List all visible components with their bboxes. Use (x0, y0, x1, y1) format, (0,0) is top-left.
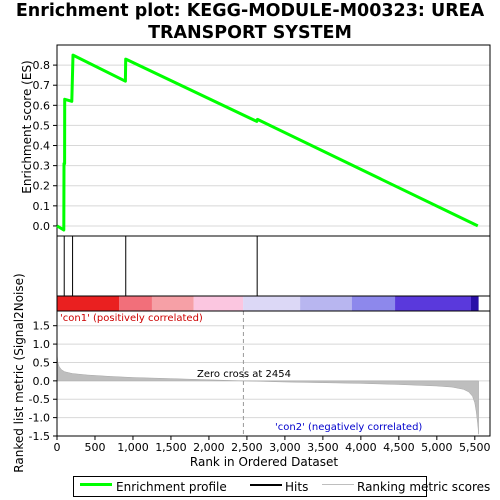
metric-xtick-label: 5,000 (421, 441, 453, 454)
metric-xtick-label: 3,500 (307, 441, 339, 454)
es-ytick-label: 0.8 (33, 59, 51, 72)
legend-hits-swatch (250, 484, 282, 486)
es-ytick-label: 0.4 (33, 140, 51, 153)
rank-colorbar-segment (395, 296, 471, 311)
metric-xtick-label: 4,500 (383, 441, 415, 454)
es-axis-label: Enrichment score (ES) (20, 60, 34, 193)
es-ytick-label: 0.1 (33, 200, 51, 213)
rank-colorbar-segment (300, 296, 352, 311)
legend-metric-swatch (322, 484, 354, 485)
metric-ytick-label: 1.5 (33, 320, 51, 333)
legend-profile-swatch (80, 483, 112, 486)
negative-correlation-label: 'con2' (negatively correlated) (275, 422, 422, 433)
positive-correlation-label: 'con1' (positively correlated) (60, 313, 203, 324)
es-ytick-label: 0.2 (33, 180, 51, 193)
legend-hits-label: Hits (285, 480, 308, 494)
zero-cross-label: Zero cross at 2454 (197, 369, 291, 380)
es-ytick-label: 0.7 (33, 79, 51, 92)
es-ytick-label: 0.0 (33, 220, 51, 233)
rank-colorbar-segment (194, 296, 243, 311)
es-frame (57, 45, 490, 236)
metric-xtick-label: 500 (84, 441, 105, 454)
metric-xtick-label: 1,500 (155, 441, 187, 454)
metric-xtick-label: 3,000 (269, 441, 301, 454)
es-ytick-label: 0.5 (33, 119, 51, 132)
rank-colorbar-segment (352, 296, 395, 311)
hits-frame (57, 236, 490, 296)
metric-ytick-label: -1.5 (29, 430, 50, 443)
metric-ytick-label: -1.0 (29, 412, 50, 425)
rank-colorbar-segment (471, 296, 479, 311)
legend: Enrichment profile Hits Ranking metric s… (73, 476, 427, 497)
es-ytick-label: 0.6 (33, 99, 51, 112)
metric-ytick-label: 0.0 (33, 375, 51, 388)
es-ytick-label: 0.3 (33, 160, 51, 173)
metric-xtick-label: 2,500 (231, 441, 263, 454)
legend-metric-label: Ranking metric scores (357, 480, 490, 494)
rank-colorbar-segment (57, 296, 119, 311)
metric-xtick-label: 2,000 (193, 441, 225, 454)
metric-xtick-label: 0 (54, 441, 61, 454)
metric-ytick-label: 1.0 (33, 338, 51, 351)
metric-ytick-label: 0.5 (33, 356, 51, 369)
x-axis-label: Rank in Ordered Dataset (190, 455, 338, 469)
legend-profile-label: Enrichment profile (116, 480, 227, 494)
rank-colorbar-segment (243, 296, 300, 311)
es-panel: 0.0 0.1 0.2 0.3 0.4 0.5 0.6 0.7 0.8 (33, 45, 491, 236)
metric-ytick-label: -0.5 (29, 393, 50, 406)
metric-xtick-label: 1,000 (117, 441, 149, 454)
metric-axis-label: Ranked list metric (Signal2Noise) (12, 273, 26, 472)
metric-xtick-label: 4,000 (345, 441, 377, 454)
hits-panel (57, 236, 490, 296)
rank-colorbar (57, 296, 490, 311)
rank-colorbar-segment (152, 296, 194, 311)
rank-colorbar-segment (119, 296, 152, 311)
enrichment-profile-line (57, 55, 478, 230)
metric-xtick-label: 5,500 (459, 441, 491, 454)
